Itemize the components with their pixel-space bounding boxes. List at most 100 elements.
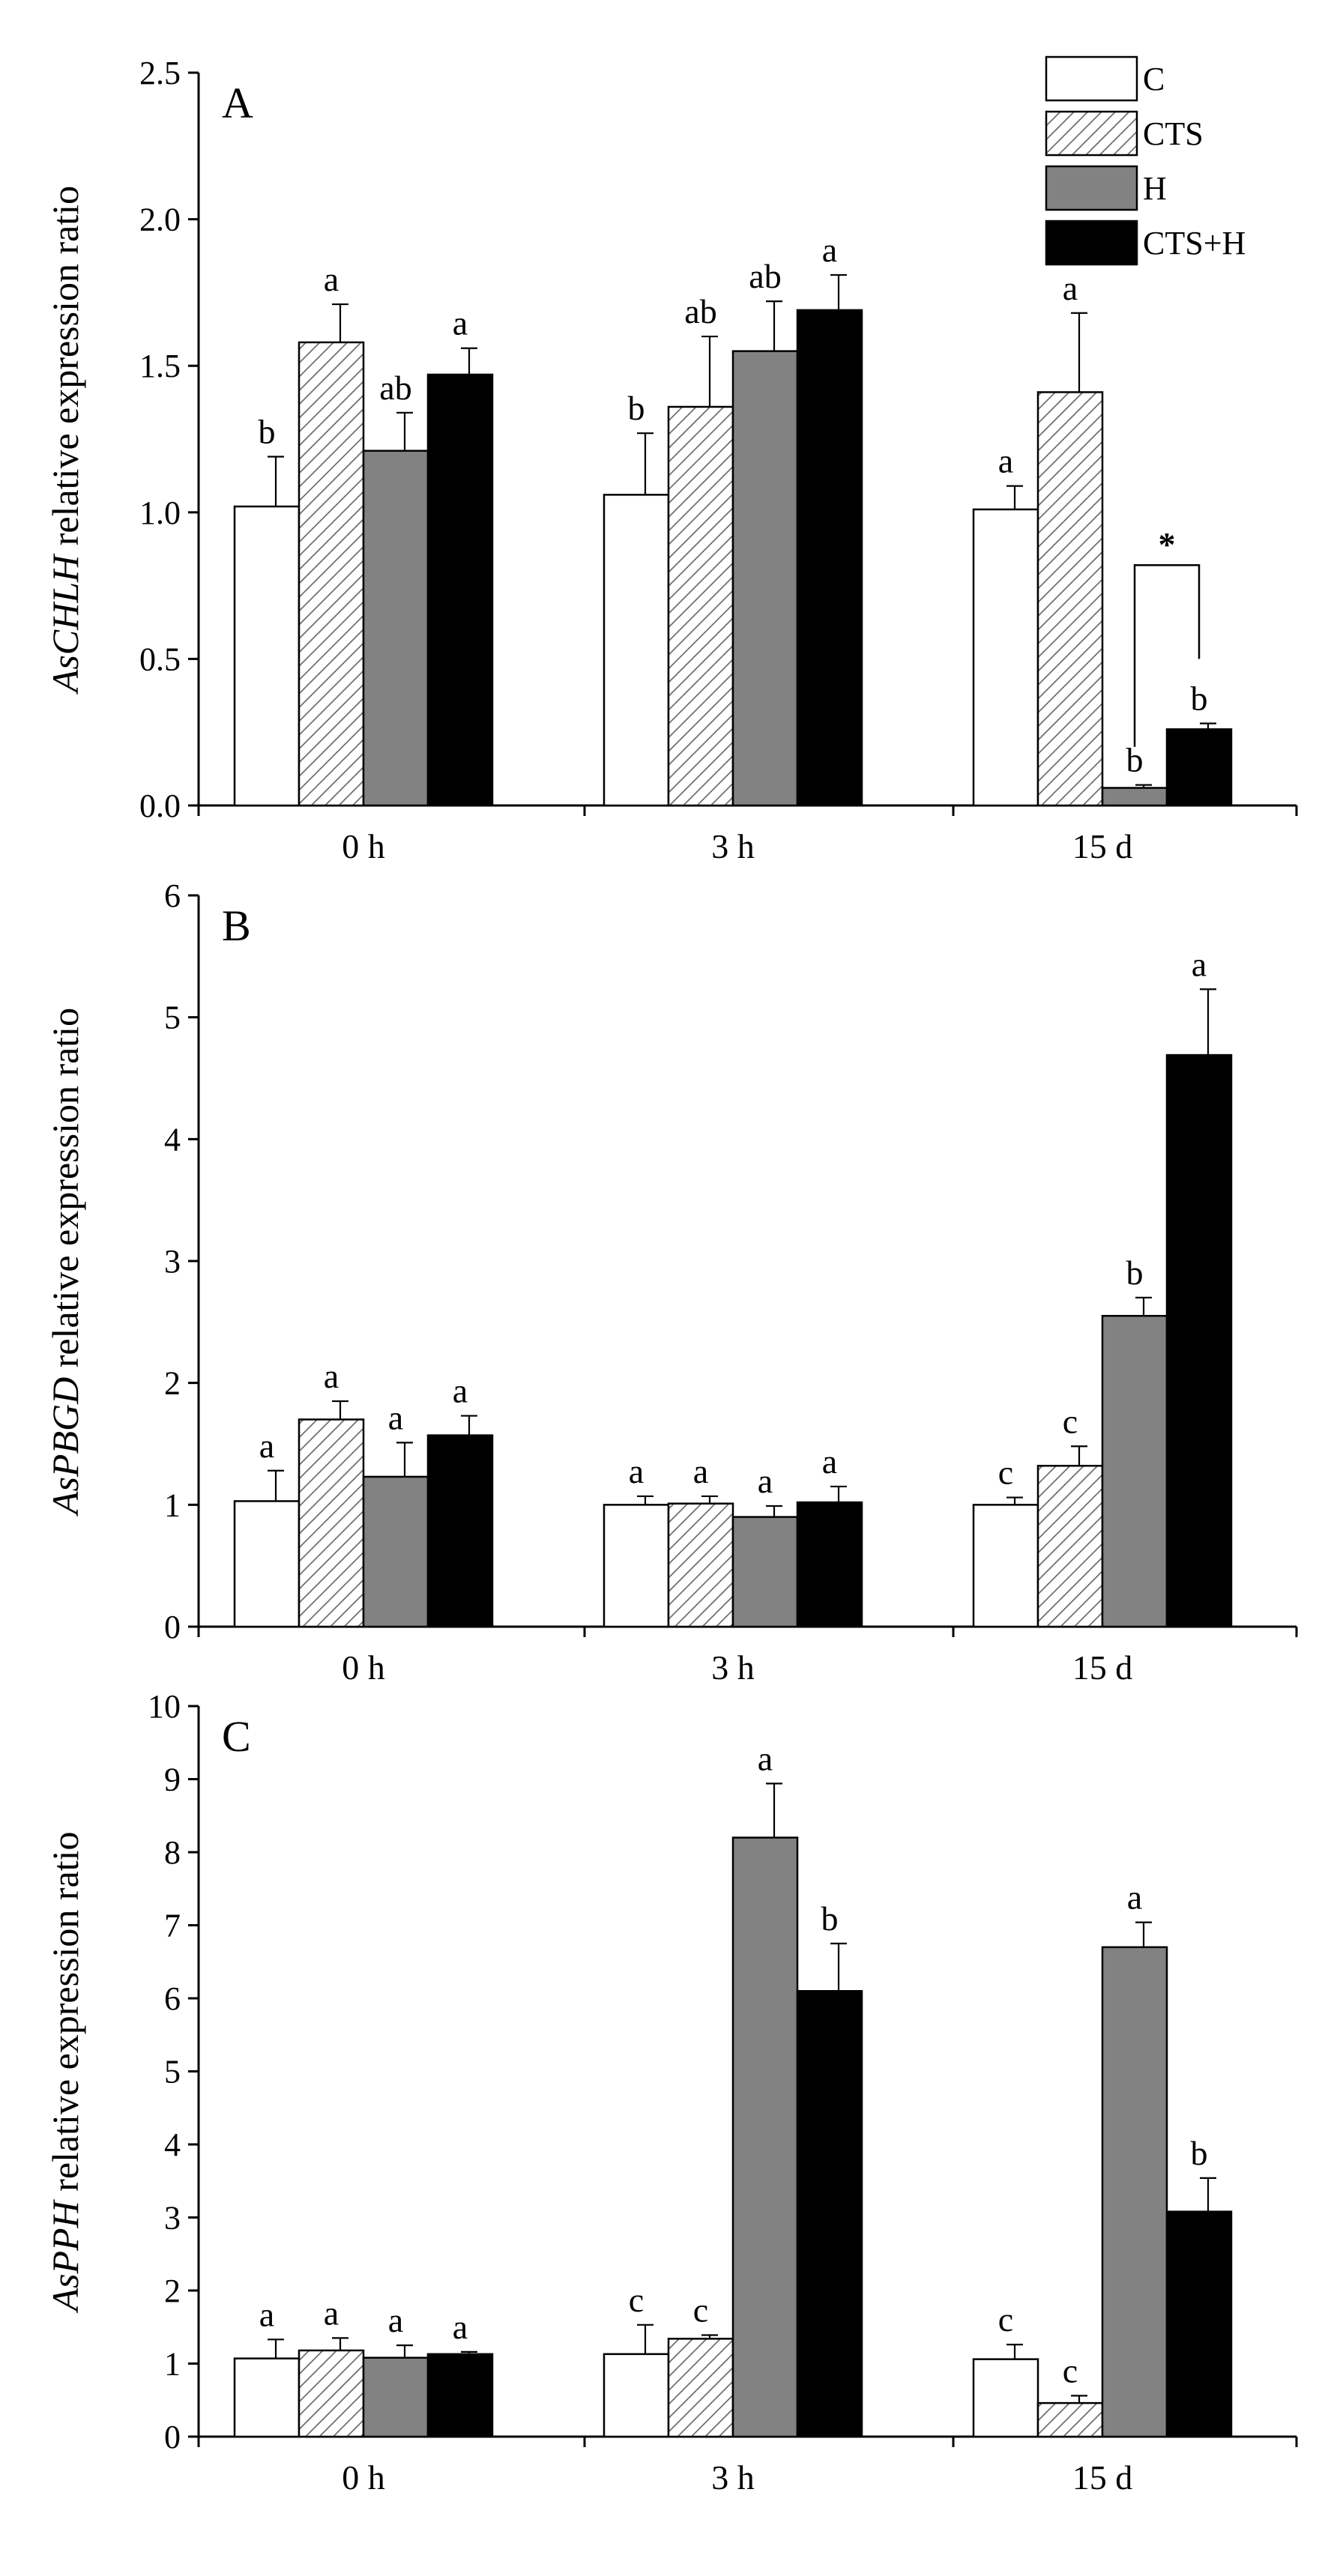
bar-cts-2 (1036, 2401, 1104, 2438)
bar-c-1 (603, 494, 670, 807)
significance-letter: b (1126, 741, 1144, 779)
x-category-label: 3 h (711, 827, 755, 865)
y-axis-label-gene: AsPPH (44, 2198, 86, 2313)
y-axis-label-text: relative expression ratio (44, 1831, 86, 2201)
y-tick-label: 1 (164, 1487, 181, 1523)
y-tick-label: 4 (164, 1121, 181, 1158)
y-tick-label: 5 (164, 2054, 181, 2090)
y-tick-label: 1.5 (139, 348, 181, 384)
bar-cts-plus-h-0 (426, 2353, 494, 2438)
significance-letter: c (1063, 1402, 1078, 1440)
x-category-label: 15 d (1072, 2458, 1133, 2497)
bar-c-0 (233, 505, 301, 807)
significance-bracket (1133, 563, 1201, 747)
y-tick-label: 0.5 (139, 641, 181, 677)
legend-label: CTS+H (1143, 225, 1246, 261)
bar-cts-plus-h-1 (796, 1501, 863, 1628)
bar-h-1 (731, 1516, 799, 1628)
chart-panel-b: 0 1 2 3 4 5 6 0 h 3 h 15 d a a c a a c a a b a a a B AsPBGD rel… (44, 877, 1298, 1687)
legend-label: C (1143, 61, 1165, 97)
bar-h-0 (362, 450, 429, 807)
bar-cts-1 (667, 2338, 734, 2438)
chart-panel-c: 0 1 2 3 4 5 6 7 8 9 10 0 h 3 h 15 d a c c a c c a a a a b b C AsPPH… (44, 1688, 1298, 2497)
bar-h-2 (1101, 1314, 1168, 1628)
y-tick-label: 0 (164, 1609, 181, 1645)
bar-c-1 (603, 2353, 670, 2438)
bar-h-1 (731, 350, 799, 807)
bar-c-2 (972, 1504, 1039, 1628)
y-tick-label: 3 (164, 1243, 181, 1280)
significance-star: * (1159, 525, 1176, 563)
significance-letter: b (1191, 2134, 1208, 2172)
bar-cts-plus-h-2 (1165, 2210, 1233, 2438)
y-tick-label: 5 (164, 1000, 181, 1036)
bar-cts-plus-h-0 (426, 373, 494, 807)
y-tick-label: 4 (164, 2126, 181, 2163)
y-tick-label: 9 (164, 1762, 181, 1798)
significance-letter: a (693, 1452, 708, 1490)
significance-letter: a (324, 2294, 339, 2332)
x-category-label: 15 d (1072, 1648, 1133, 1687)
significance-letter: a (1192, 945, 1207, 983)
bar-c-0 (233, 1500, 301, 1628)
significance-letter: a (388, 1398, 403, 1436)
y-tick-label: 6 (164, 877, 181, 914)
legend-label: H (1143, 170, 1167, 207)
significance-letter: a (822, 1442, 837, 1481)
significance-letter: c (693, 2291, 708, 2329)
y-tick-label: 2 (164, 2273, 181, 2309)
y-axis-label-gene: AsPBGD (44, 1377, 86, 1517)
x-category-label: 3 h (711, 1648, 755, 1687)
y-axis-label-text: relative expression ratio (44, 186, 86, 555)
bar-cts-0 (298, 1418, 365, 1628)
significance-letter: c (998, 2300, 1013, 2338)
bar-cts-2 (1036, 1465, 1104, 1628)
y-tick-label: 3 (164, 2200, 181, 2237)
significance-letter: c (629, 2281, 644, 2319)
y-axis-label-text: relative expression ratio (44, 1008, 86, 1377)
significance-letter: b (1191, 679, 1208, 717)
y-tick-label: 7 (164, 1908, 181, 1944)
bar-cts-1 (667, 1502, 734, 1628)
significance-letter: b (1126, 1254, 1144, 1292)
bar-cts-plus-h-2 (1165, 728, 1233, 807)
legend-swatch-h (1045, 165, 1138, 211)
y-tick-label: 2.5 (139, 55, 181, 91)
y-tick-label: 8 (164, 1834, 181, 1871)
legend-swatch-cts-plus-h (1045, 220, 1138, 266)
bar-h-2 (1101, 787, 1168, 807)
significance-letter: a (259, 2295, 274, 2333)
bar-c-0 (233, 2357, 301, 2438)
bar-c-1 (603, 1504, 670, 1628)
legend-label: CTS (1143, 115, 1204, 152)
y-tick-label: 0.0 (139, 787, 181, 824)
y-tick-label: 2 (164, 1365, 181, 1402)
bar-cts-0 (298, 2349, 365, 2438)
significance-letter: b (259, 412, 276, 450)
bar-cts-plus-h-1 (796, 309, 863, 807)
significance-letter: a (758, 1739, 773, 1777)
significance-letter: ab (684, 292, 716, 330)
legend-swatch-c (1045, 55, 1138, 102)
y-tick-label: 0 (164, 2419, 181, 2455)
x-category-label: 0 h (342, 827, 385, 865)
significance-letter: a (1127, 1878, 1142, 1917)
legend-swatch-cts (1045, 110, 1138, 157)
significance-letter: a (324, 1357, 339, 1395)
significance-letter: a (259, 1427, 274, 1465)
x-category-label: 0 h (342, 2458, 385, 2497)
panel-label: C (222, 1712, 251, 1761)
x-category-label: 15 d (1072, 827, 1133, 865)
legend: C CTS H CTS+H (1045, 55, 1246, 266)
y-tick-label: 1.0 (139, 495, 181, 531)
panel-label: B (222, 901, 251, 950)
significance-letter: b (628, 389, 645, 427)
bar-h-2 (1101, 1946, 1168, 2438)
y-axis-label: AsPBGD relative expression ratio (44, 1008, 86, 1517)
significance-letter: a (822, 231, 837, 269)
significance-letter: a (388, 2301, 403, 2339)
bar-cts-0 (298, 341, 365, 807)
